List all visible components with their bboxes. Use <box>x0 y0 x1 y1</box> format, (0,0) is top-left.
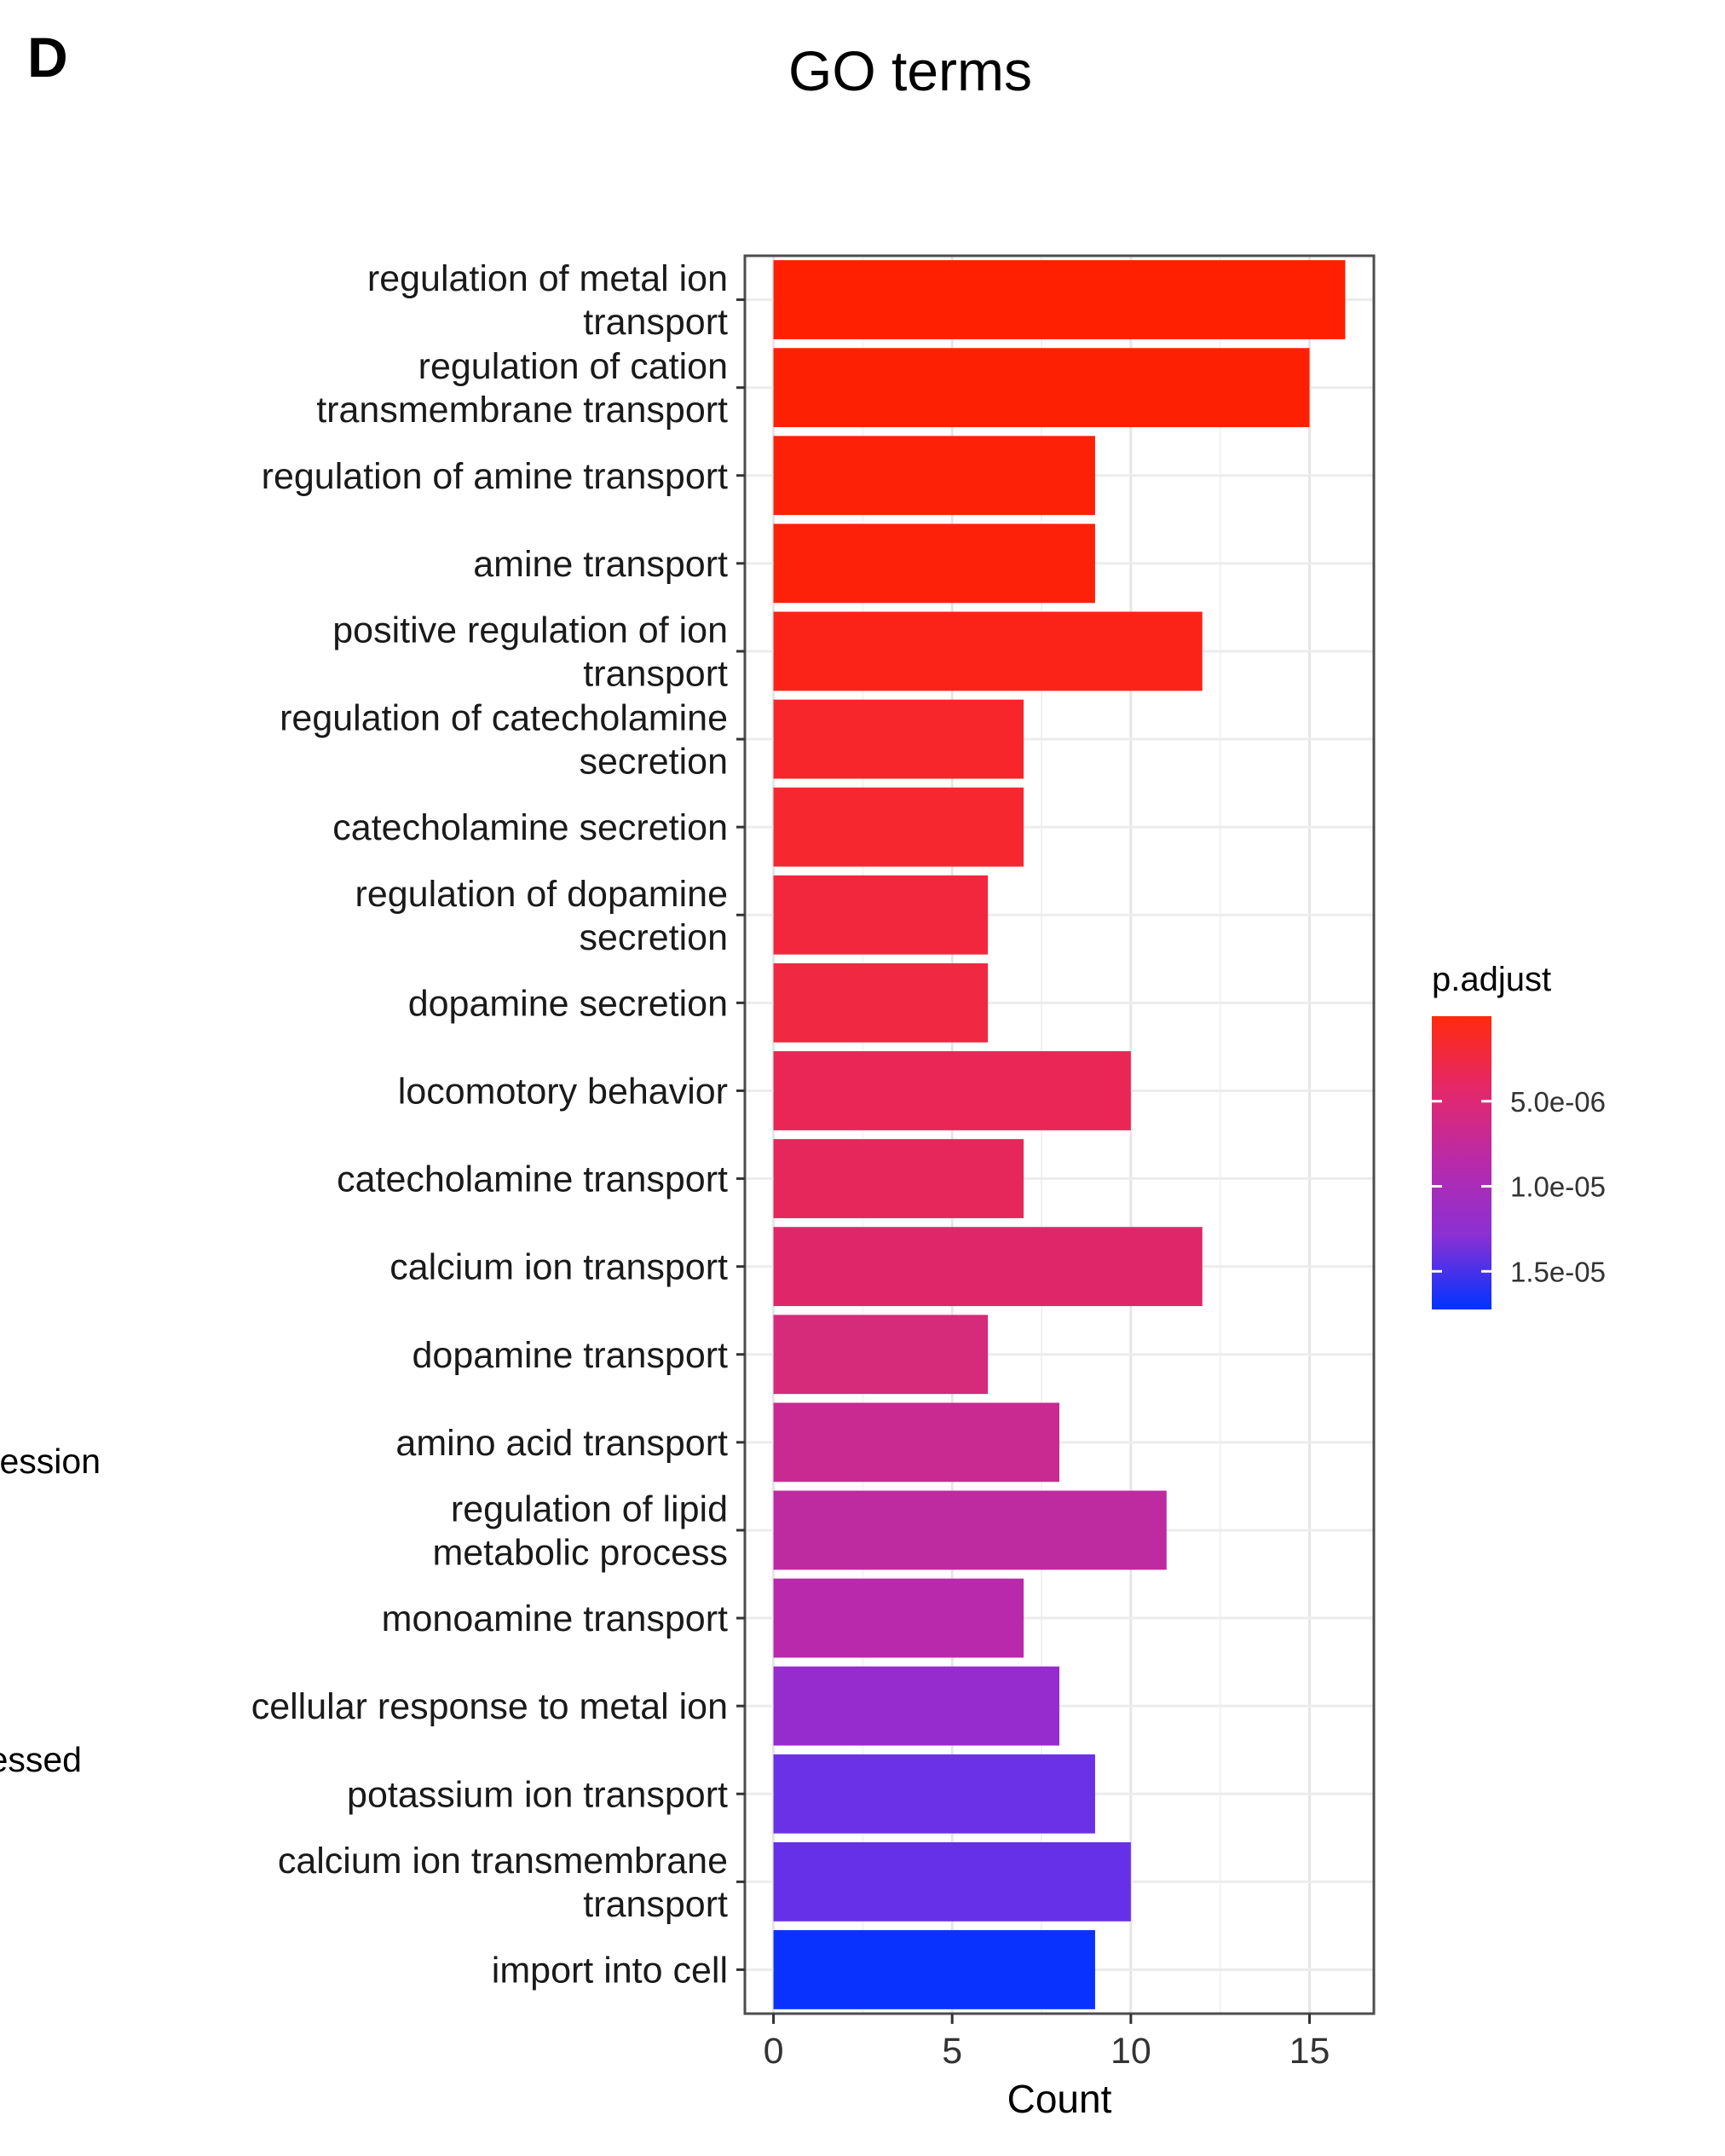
y-tick-label: regulation of cation transmembrane transp… <box>316 346 728 431</box>
y-tick-label: amine transport <box>473 544 728 585</box>
bar <box>773 1051 1131 1130</box>
x-tick-label: 5 <box>942 2031 962 2072</box>
panel-letter: D <box>27 26 68 89</box>
x-tick-label: 0 <box>764 2031 784 2072</box>
cropped-text-fragment: ession <box>0 1442 101 1481</box>
bar <box>773 436 1095 516</box>
x-axis: 0 5 10 15 <box>764 2014 1330 2072</box>
y-tick-label: dopamine secretion <box>408 983 728 1024</box>
bar <box>773 1139 1024 1218</box>
y-tick-label: import into cell <box>492 1950 728 1991</box>
bar <box>773 787 1024 867</box>
y-tick-label: catecholamine secretion <box>332 807 728 848</box>
bar <box>773 348 1310 428</box>
cropped-text-fragment: essed <box>0 1740 82 1779</box>
y-axis-labels: regulation of metal ion transportregulati… <box>251 258 745 1991</box>
bar <box>773 875 989 955</box>
legend-tick-label: 1.5e-05 <box>1510 1256 1606 1287</box>
plot-panel <box>743 254 1376 2015</box>
bar <box>773 611 1203 691</box>
plot-border <box>743 254 1376 2015</box>
legend-tick-label: 5.0e-06 <box>1510 1086 1606 1118</box>
y-tick-label: locomotory behavior <box>398 1071 728 1112</box>
y-tick-label: regulation of dopamine secretion <box>355 874 728 958</box>
y-tick-label: regulation of metal ion transport <box>367 258 728 343</box>
y-tick-label: amino acid transport <box>395 1423 728 1464</box>
bar <box>773 962 989 1043</box>
x-tick-label: 15 <box>1289 2031 1330 2072</box>
x-axis-title: Count <box>1007 2077 1112 2121</box>
bar <box>773 1666 1059 1746</box>
bar <box>773 1578 1024 1658</box>
y-tick-label: catecholamine transport <box>337 1159 728 1200</box>
bar <box>773 1490 1167 1570</box>
bar <box>773 699 1024 779</box>
bar <box>773 1754 1095 1834</box>
legend-colorbar <box>1432 1016 1491 1309</box>
y-tick-label: potassium ion transport <box>347 1774 728 1815</box>
bar <box>773 1402 1059 1483</box>
bar <box>773 1315 989 1395</box>
y-tick-label: calcium ion transport <box>389 1247 728 1288</box>
y-tick-label: regulation of amine transport <box>262 456 728 497</box>
legend-title: p.adjust <box>1432 961 1551 998</box>
y-tick-label: positive regulation of ion transport <box>332 610 728 694</box>
bar <box>773 1227 1203 1307</box>
legend-tick-label: 1.0e-05 <box>1510 1171 1606 1203</box>
x-tick-label: 10 <box>1111 2031 1151 2072</box>
bars <box>773 260 1346 2009</box>
y-tick-label: regulation of catecholamine secretion <box>280 698 728 783</box>
y-tick-label: dopamine transport <box>412 1335 729 1376</box>
y-tick-label: regulation of lipid metabolic process <box>432 1488 728 1573</box>
y-tick-label: monoamine transport <box>382 1598 728 1639</box>
y-tick-label: calcium ion transmembrane transport <box>278 1841 728 1925</box>
chart-title: GO terms <box>788 39 1032 102</box>
bar <box>773 1841 1131 1922</box>
y-tick-label: cellular response to metal ion <box>251 1686 728 1727</box>
bar <box>773 523 1095 604</box>
bar <box>773 1930 1095 2009</box>
bar <box>773 260 1346 339</box>
legend: p.adjust 5.0e-06 1.0e-05 1.5e-05 <box>1432 961 1606 1309</box>
